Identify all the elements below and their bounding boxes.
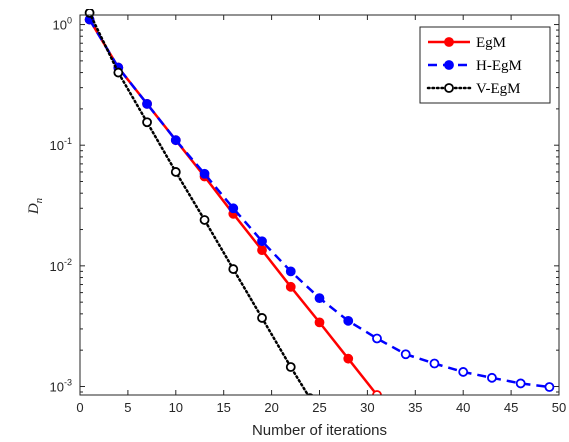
data-point bbox=[429, 358, 440, 369]
data-point bbox=[170, 167, 181, 177]
data-point bbox=[372, 390, 382, 395]
data-point bbox=[199, 215, 210, 225]
x-tick-label: 25 bbox=[312, 400, 326, 415]
legend-label: EgM bbox=[476, 35, 506, 51]
data-point bbox=[285, 281, 296, 292]
data-point bbox=[314, 293, 325, 304]
x-tick-label: 0 bbox=[76, 400, 83, 415]
data-point bbox=[343, 353, 354, 364]
data-point bbox=[458, 367, 469, 377]
data-point bbox=[343, 315, 354, 326]
x-axis-label: Number of iterations bbox=[252, 422, 387, 439]
y-tick-label: 10-2 bbox=[50, 257, 72, 274]
x-tick-label: 5 bbox=[124, 400, 131, 415]
data-point bbox=[372, 333, 382, 344]
data-point bbox=[314, 317, 325, 328]
data-point bbox=[228, 203, 239, 214]
y-axis-label-base: D bbox=[26, 203, 42, 215]
legend-box bbox=[419, 26, 551, 104]
data-point bbox=[142, 98, 152, 109]
data-point bbox=[113, 67, 124, 78]
y-tick-labels: 100 10-1 10-2 10-3 bbox=[50, 16, 72, 395]
data-point bbox=[515, 378, 526, 389]
legend: EgM H-EgM V-EgM bbox=[419, 26, 551, 104]
x-tick-label: 50 bbox=[552, 400, 566, 415]
data-point bbox=[228, 264, 239, 274]
legend-label: H-EgM bbox=[476, 58, 522, 74]
legend-marker bbox=[444, 83, 454, 93]
data-point bbox=[142, 117, 152, 128]
y-tick-label: 10-3 bbox=[50, 377, 72, 394]
plot-frame bbox=[79, 14, 560, 396]
data-point bbox=[285, 362, 296, 372]
legend-items: EgM H-EgM V-EgM bbox=[426, 35, 522, 97]
x-tick-label: 40 bbox=[456, 400, 470, 415]
x-tick-labels: 0 5 10 15 20 25 30 35 40 45 50 bbox=[76, 400, 566, 415]
data-point bbox=[170, 135, 181, 146]
y-tick-label: 10-1 bbox=[50, 136, 72, 153]
legend-marker bbox=[444, 37, 454, 47]
x-tick-label: 20 bbox=[264, 400, 278, 415]
x-tick-label: 45 bbox=[504, 400, 518, 415]
data-point bbox=[544, 382, 555, 392]
series-h-egm bbox=[84, 14, 555, 392]
x-tick-label: 30 bbox=[360, 400, 374, 415]
y-axis-label-subscript: n bbox=[33, 197, 45, 203]
legend-marker bbox=[444, 60, 454, 70]
data-point bbox=[487, 372, 497, 383]
x-tick-label: 10 bbox=[169, 400, 183, 415]
series-line bbox=[88, 11, 310, 395]
x-tick-label: 35 bbox=[408, 400, 422, 415]
x-tick-label: 15 bbox=[216, 400, 230, 415]
data-point bbox=[257, 313, 267, 323]
data-point bbox=[199, 168, 210, 179]
y-axis-label: Dn bbox=[26, 197, 45, 215]
data-point bbox=[257, 245, 267, 256]
series-layer bbox=[84, 9, 555, 395]
data-point bbox=[400, 349, 411, 360]
data-point bbox=[257, 236, 267, 247]
legend-label: V-EgM bbox=[476, 81, 520, 97]
y-tick-label: 100 bbox=[53, 16, 72, 33]
data-point bbox=[285, 266, 296, 277]
data-point bbox=[84, 9, 95, 18]
